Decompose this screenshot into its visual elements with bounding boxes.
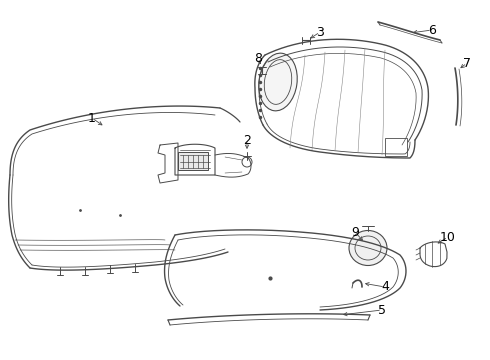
Text: 7: 7 [463, 57, 471, 69]
Ellipse shape [259, 53, 297, 111]
Text: 3: 3 [316, 26, 324, 39]
Text: 1: 1 [88, 112, 96, 125]
FancyBboxPatch shape [178, 152, 208, 170]
Text: 8: 8 [254, 51, 262, 64]
Text: 5: 5 [378, 303, 386, 316]
Ellipse shape [349, 230, 387, 266]
Text: 9: 9 [351, 225, 359, 239]
Text: 6: 6 [428, 23, 436, 36]
Text: 10: 10 [440, 230, 456, 243]
Text: 4: 4 [381, 280, 389, 293]
Text: 2: 2 [243, 134, 251, 147]
